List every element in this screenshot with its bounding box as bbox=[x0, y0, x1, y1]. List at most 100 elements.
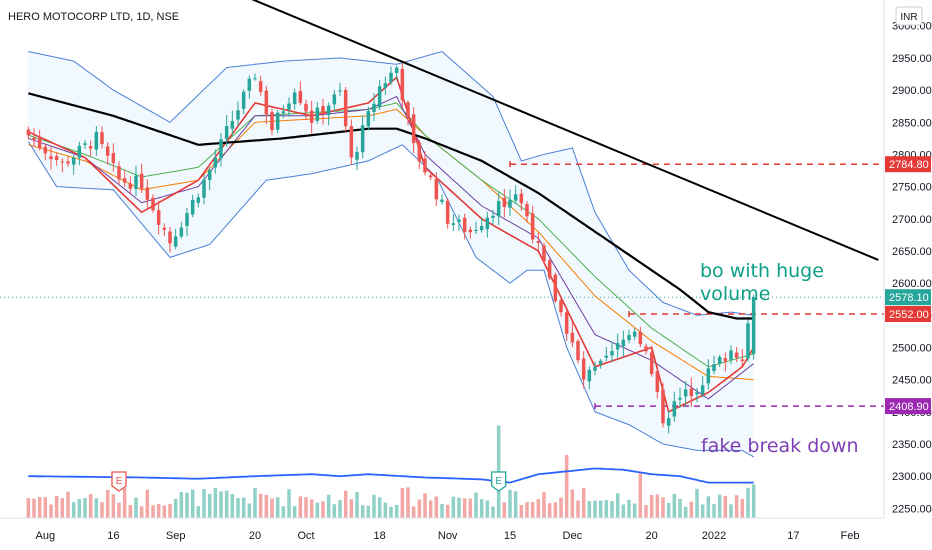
volume-bar bbox=[519, 505, 524, 518]
annotation-fake-breakdown: fake break down bbox=[701, 435, 858, 457]
candle-body bbox=[360, 125, 365, 153]
candle-body bbox=[559, 300, 563, 313]
candle-body bbox=[366, 110, 371, 127]
candle-body bbox=[536, 241, 541, 243]
volume-bar bbox=[655, 494, 660, 518]
candle-body bbox=[377, 86, 382, 107]
volume-bar bbox=[111, 494, 116, 518]
candle-body bbox=[655, 371, 660, 392]
volume-bar bbox=[513, 491, 518, 518]
volume-bar bbox=[389, 506, 393, 518]
volume-bar bbox=[156, 503, 161, 518]
volume-bar bbox=[139, 506, 144, 518]
candle-body bbox=[406, 102, 410, 116]
earnings-marker-label: E bbox=[495, 476, 502, 487]
candle-body bbox=[49, 156, 53, 160]
candle-body bbox=[213, 157, 218, 168]
volume-bar bbox=[315, 502, 320, 518]
candle-body bbox=[173, 236, 178, 247]
bollinger-upper bbox=[28, 50, 754, 316]
volume-bar bbox=[706, 496, 711, 518]
volume-bar bbox=[94, 498, 99, 518]
candle-body bbox=[355, 151, 359, 160]
candle-body bbox=[581, 358, 586, 380]
candle-body bbox=[145, 187, 150, 200]
volume-bar bbox=[162, 505, 167, 518]
volume-bar bbox=[71, 502, 76, 518]
price-tag-label: 2408.90 bbox=[889, 401, 929, 413]
volume-bar bbox=[43, 497, 48, 518]
price-tag-box bbox=[885, 156, 931, 173]
candle-body bbox=[292, 92, 297, 105]
candle-body bbox=[423, 158, 427, 173]
candle-body bbox=[746, 323, 750, 359]
candle-body bbox=[26, 129, 31, 136]
candle-body bbox=[66, 161, 70, 164]
price-tick-label: 2750.00 bbox=[892, 182, 932, 194]
volume-bar bbox=[434, 496, 439, 518]
candle-body bbox=[598, 360, 603, 364]
candle-body bbox=[258, 81, 263, 93]
bollinger-bands bbox=[27, 50, 754, 458]
volume-bar bbox=[332, 504, 337, 518]
price-tick-label: 2350.00 bbox=[892, 439, 932, 451]
volume-bar bbox=[26, 498, 31, 518]
candle-body bbox=[576, 341, 580, 361]
volume-bar bbox=[100, 502, 104, 518]
candlesticks bbox=[26, 63, 756, 434]
volume-bar bbox=[649, 494, 654, 518]
volume-bar bbox=[151, 505, 155, 518]
volume-bar bbox=[309, 499, 314, 518]
volume-bar bbox=[37, 497, 42, 518]
volume-bar bbox=[179, 491, 184, 518]
volume-bar bbox=[445, 504, 450, 518]
candle-body bbox=[666, 417, 671, 426]
volume-ma-line bbox=[28, 467, 754, 484]
time-tick-label: 2022 bbox=[702, 530, 726, 542]
volume-bar bbox=[462, 498, 467, 518]
volume-bar bbox=[343, 490, 348, 518]
volume-bar bbox=[672, 493, 677, 518]
earnings-marker-label: E bbox=[116, 476, 123, 487]
currency-badge[interactable]: INR bbox=[895, 6, 923, 26]
candle-body bbox=[134, 175, 138, 190]
candle-body bbox=[672, 401, 677, 417]
price-tick-label: 2500.00 bbox=[892, 342, 932, 354]
volume-bar bbox=[281, 506, 286, 518]
volume-bar bbox=[88, 494, 93, 518]
candle-body bbox=[695, 392, 699, 395]
candle-body bbox=[287, 103, 291, 110]
candle-body bbox=[400, 68, 405, 101]
volume-bar bbox=[372, 494, 376, 518]
sma50-line bbox=[28, 92, 754, 320]
volume-bar bbox=[644, 504, 648, 518]
candle-body bbox=[751, 297, 756, 354]
volume-bar bbox=[542, 492, 546, 518]
trendline-line bbox=[251, 0, 879, 261]
candle-body bbox=[525, 204, 529, 217]
volume-bar bbox=[525, 502, 529, 518]
candle-body bbox=[162, 227, 167, 230]
time-tick-label: Sep bbox=[166, 530, 186, 542]
volume-bar bbox=[746, 487, 750, 518]
candle-body bbox=[593, 366, 597, 371]
symbol-title: HERO MOTOCORP LTD, 1D, NSE bbox=[8, 11, 179, 23]
candle-body bbox=[117, 166, 121, 180]
candle-body bbox=[309, 110, 314, 123]
candle-body bbox=[185, 213, 189, 226]
volume-bar bbox=[134, 497, 138, 518]
candle-body bbox=[264, 90, 269, 115]
volume-bar bbox=[729, 504, 733, 518]
volume-bar bbox=[241, 497, 246, 518]
price-tick-label: 2850.00 bbox=[892, 117, 932, 129]
volume-bar bbox=[213, 487, 218, 518]
ema_orange-line bbox=[28, 108, 754, 381]
candle-body bbox=[570, 332, 575, 343]
candle-body bbox=[496, 201, 501, 217]
candle-body bbox=[190, 199, 195, 215]
time-axis-ticks: Aug 16 Sep 20 Oct 18 Nov 15 Dec 20 2022 17 Feb bbox=[36, 530, 860, 542]
candle-body bbox=[230, 121, 235, 129]
candle-body bbox=[717, 356, 722, 364]
candle-body bbox=[168, 231, 172, 244]
